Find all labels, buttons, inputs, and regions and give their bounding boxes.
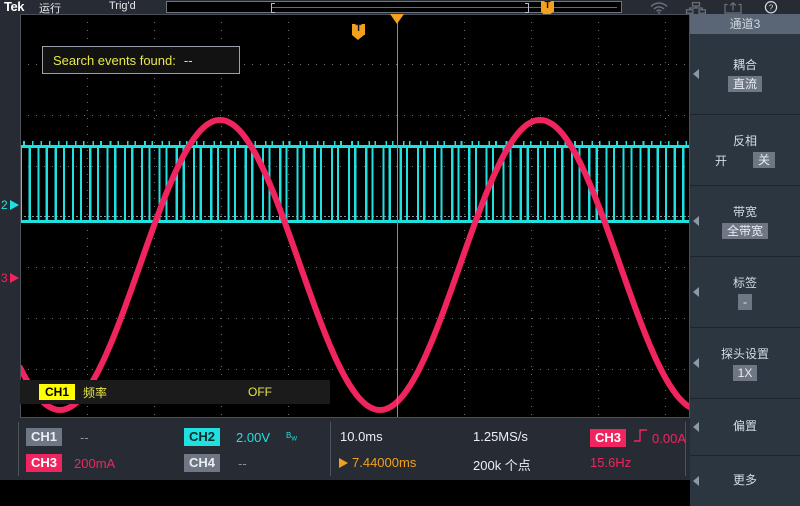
horizontal-scale-readout[interactable]: 10.0ms (340, 429, 383, 444)
menu-item-invert[interactable]: 反相 开 关 (690, 115, 800, 186)
overview-left-bracket[interactable] (271, 3, 275, 13)
menu-item-probe-setup-value[interactable]: 1X (732, 365, 758, 381)
channel-marker-ch3-arrow[interactable] (10, 273, 19, 283)
measurement-name: 频率 (83, 385, 108, 400)
help-icon[interactable]: ? (760, 0, 782, 14)
waveform-canvas (20, 117, 690, 413)
channel-readout-ch1[interactable]: CH1 -- (26, 428, 89, 446)
menu-item-coupling[interactable]: 耦合 直流 (690, 34, 800, 115)
ch2-waveform (20, 141, 690, 223)
menu-item-more[interactable]: 更多 (690, 456, 800, 506)
channel-marker-ch3[interactable]: 3 (1, 270, 20, 286)
trigger-position-readout[interactable]: 7.44000ms (339, 455, 416, 470)
svg-text:?: ? (769, 3, 774, 12)
menu-item-label[interactable]: 标签 - (690, 257, 800, 328)
search-events-banner: Search events found: -- (42, 46, 240, 74)
menu-item-offset[interactable]: 偏置 (690, 399, 800, 456)
chevron-left-icon (693, 216, 699, 226)
menu-item-invert-label: 反相 (732, 133, 757, 148)
menu-item-probe-setup-label: 探头设置 (720, 347, 769, 361)
menu-item-invert-off-option[interactable]: 关 (753, 152, 776, 168)
side-menu-title: 通道3 (690, 14, 800, 34)
bottom-status-bar: CH1 -- CH3 200mA CH2 2.00V BW CH4 -- 10.… (0, 418, 690, 480)
menu-item-coupling-label: 耦合 (732, 58, 757, 72)
chevron-left-icon (693, 422, 699, 432)
sample-rate-readout[interactable]: 1.25MS/s (473, 429, 528, 444)
overview-waveform-line (272, 7, 617, 8)
overview-right-bracket[interactable] (525, 3, 529, 13)
rising-edge-icon (633, 428, 648, 448)
chevron-left-icon (693, 358, 699, 368)
menu-item-probe-setup[interactable]: 探头设置 1X (690, 328, 800, 399)
tek-logo: Tek (4, 0, 24, 14)
waveform-graticule[interactable]: T Search events found: -- CH1 频率 OFF (20, 14, 690, 418)
chevron-left-icon (693, 287, 699, 297)
record-length-readout[interactable]: 200k 个点 (473, 455, 531, 474)
ch4-scale-value: -- (238, 455, 247, 471)
channel-marker-gutter: 2 3 (0, 14, 20, 418)
channel-readout-ch4[interactable]: CH4 -- (184, 454, 247, 472)
trigger-frequency-readout[interactable]: 15.6Hz (590, 455, 631, 470)
ch2-bandwidth-limit-icon: BW (286, 431, 298, 443)
menu-item-bandwidth-label: 带宽 (732, 205, 757, 219)
measurement-channel-chip: CH1 (39, 384, 76, 400)
search-events-value: -- (183, 52, 193, 68)
search-events-label: Search events found: (53, 52, 176, 68)
ch4-chip[interactable]: CH4 (184, 454, 221, 472)
trigger-level-value: 0.00A (652, 430, 686, 446)
menu-item-coupling-value[interactable]: 直流 (727, 76, 762, 92)
trigger-state-label: Trig'd (109, 0, 136, 12)
ch2-scale-value: 2.00V (236, 429, 270, 445)
channel-marker-ch2-label: 2 (1, 198, 8, 212)
menu-item-offset-label: 偏置 (732, 419, 757, 433)
ch2-chip[interactable]: CH2 (184, 428, 221, 446)
trigger-frequency-value: 15.6Hz (590, 455, 632, 470)
ch3-scale-value: 200mA (74, 455, 116, 471)
ch3-chip[interactable]: CH3 (26, 454, 63, 472)
menu-item-label-value[interactable]: - (738, 294, 752, 310)
ch1-chip[interactable]: CH1 (26, 428, 63, 446)
time-per-division: 10.0ms (340, 429, 383, 444)
channel-marker-ch3-label: 3 (1, 271, 8, 285)
trigger-position-line[interactable] (397, 14, 398, 418)
record-length-value: 200k 个点 (473, 458, 531, 473)
chevron-left-icon (693, 69, 699, 79)
run-state-label[interactable]: 运行 (39, 3, 61, 15)
network-icon[interactable] (685, 1, 707, 14)
channel-readout-ch2[interactable]: CH2 2.00V BW (184, 428, 297, 446)
ch3-waveform (20, 117, 690, 413)
menu-item-invert-on-option[interactable]: 开 (714, 153, 727, 168)
graticule-trigger-flag[interactable]: T (352, 23, 365, 40)
side-menu[interactable]: 通道3 耦合 直流 反相 开 关 带宽 全带宽 标签 - 探头设置 1X (690, 14, 800, 506)
menu-item-label-label: 标签 (732, 276, 757, 290)
measurement-value: OFF (248, 385, 272, 399)
channel-marker-ch2-arrow[interactable] (10, 200, 19, 210)
ch1-measurement-readout[interactable]: CH1 频率 OFF (20, 380, 330, 404)
channel-marker-ch2[interactable]: 2 (1, 197, 20, 213)
trigger-source-chip[interactable]: CH3 (590, 429, 627, 447)
top-status-bar: Tek 运行 Trig'd T (0, 0, 800, 17)
trigger-readout[interactable]: CH3 0.00A (590, 428, 686, 448)
trigger-position-value: 7.44000ms (352, 455, 417, 470)
channel-readout-ch3[interactable]: CH3 200mA (26, 454, 115, 472)
trigger-position-arrow[interactable] (390, 14, 404, 24)
ch1-scale-value: -- (80, 429, 89, 445)
menu-item-bandwidth[interactable]: 带宽 全带宽 (690, 186, 800, 257)
upload-icon[interactable] (722, 1, 744, 14)
wifi-icon[interactable] (648, 1, 670, 14)
sample-rate-value: 1.25MS/s (473, 429, 528, 444)
menu-item-bandwidth-value[interactable]: 全带宽 (721, 223, 768, 239)
chevron-left-icon (693, 476, 699, 486)
record-overview-strip[interactable]: T (166, 0, 622, 17)
trigger-position-arrow-icon (339, 457, 348, 468)
